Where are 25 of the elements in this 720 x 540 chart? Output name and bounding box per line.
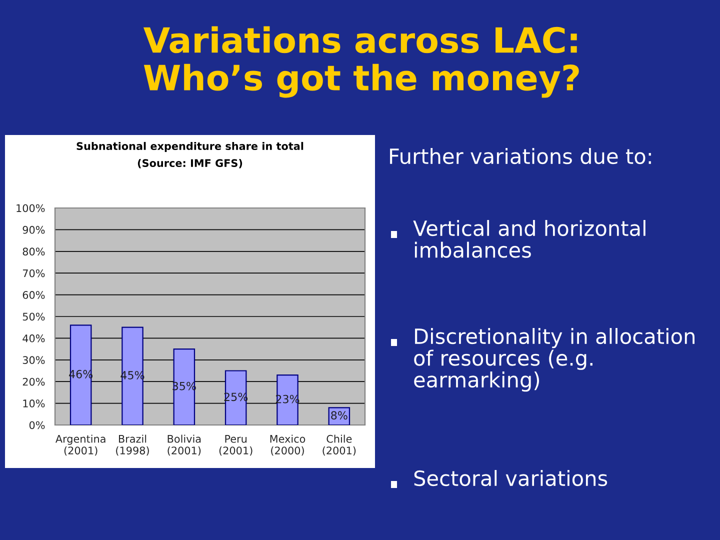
x-tick-label: Argentina (2001) <box>56 434 106 456</box>
y-tick-label: 50% <box>22 312 45 321</box>
x-tick-label: Peru (2001) <box>219 435 252 456</box>
x-tick-label: Chile (2001) <box>322 434 356 456</box>
y-tick-label: 0% <box>29 421 45 430</box>
y-tick-label: 90% <box>22 226 45 234</box>
y-tick-label: 40% <box>22 334 45 342</box>
chart-title: Subnational expenditure share in total <box>76 142 304 152</box>
y-tick-label: 100% <box>16 204 45 212</box>
y-tick-label: 80% <box>22 248 45 256</box>
data-label: 8% <box>331 411 348 420</box>
text: Discretionality in allocation of resources (e.g. earmarking) <box>414 328 694 392</box>
x-tick-label: Mexico (2000) <box>270 434 306 456</box>
chart-subtitle: (Source: IMF GFS) <box>138 158 242 168</box>
text: Variations across LAC: Who’s got the money? <box>143 26 579 98</box>
y-tick-label: 60% <box>22 291 45 299</box>
text: Sectoral variations <box>414 470 608 486</box>
text: Further variations due to: <box>390 148 651 164</box>
x-tick-label: Bolivia (2001) <box>168 434 201 456</box>
y-tick-label: 20% <box>22 378 45 386</box>
y-tick-label: 30% <box>22 356 45 364</box>
y-tick-label: 10% <box>23 400 45 408</box>
y-tick-label: 70% <box>22 269 45 278</box>
text: Vertical and horizontal imbalances <box>413 220 646 258</box>
x-tick-label: Brazil (1998) <box>116 434 149 456</box>
